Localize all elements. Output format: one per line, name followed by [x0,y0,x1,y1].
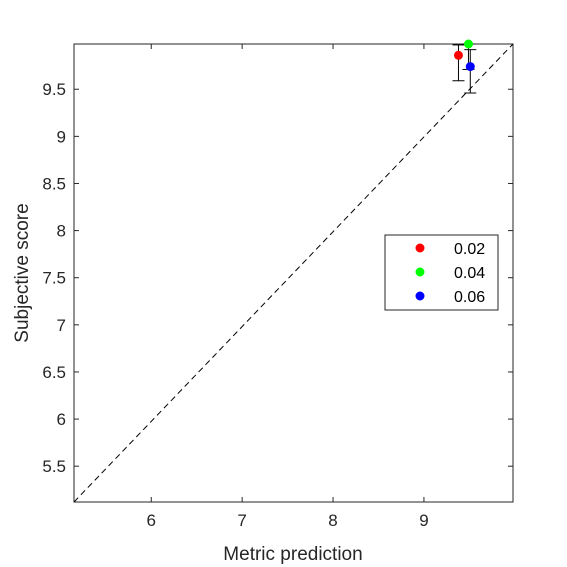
y-tick-label: 6.5 [42,363,66,382]
legend: 0.02 0.04 0.06 [384,234,499,311]
y-tick-label: 6 [57,410,66,429]
y-tick-label: 9 [57,127,66,146]
x-tick-label: 9 [419,511,428,530]
legend-label: 0.04 [454,265,485,282]
y-tick-label: 7.5 [42,269,66,288]
y-tick-label: 8 [57,222,66,241]
y-axis-title: Subjective score [12,203,33,342]
data-point [463,39,473,49]
x-tick-label: 6 [147,511,156,530]
y-tick-label: 5.5 [42,457,66,476]
legend-box [384,234,499,311]
data-point [453,50,463,60]
legend-marker [415,291,425,301]
data-point [465,62,475,72]
legend-marker [415,267,425,277]
x-axis-ticks: 6 7 8 9 [147,44,429,530]
x-tick-label: 7 [237,511,246,530]
y-tick-label: 9.5 [42,80,66,99]
x-axis-title: Metric prediction [223,544,362,565]
axes-box [73,43,514,503]
y-tick-label: 8.5 [42,174,66,193]
legend-label: 0.02 [454,241,485,258]
plot-area [73,39,514,503]
x-tick-label: 8 [328,511,337,530]
y-tick-label: 7 [57,316,66,335]
reference-line [73,43,514,503]
legend-label: 0.06 [454,289,485,306]
legend-marker [415,243,425,253]
y-axis-ticks: 5.5 6 6.5 7 7.5 8 8.5 9 9.5 [42,80,513,476]
